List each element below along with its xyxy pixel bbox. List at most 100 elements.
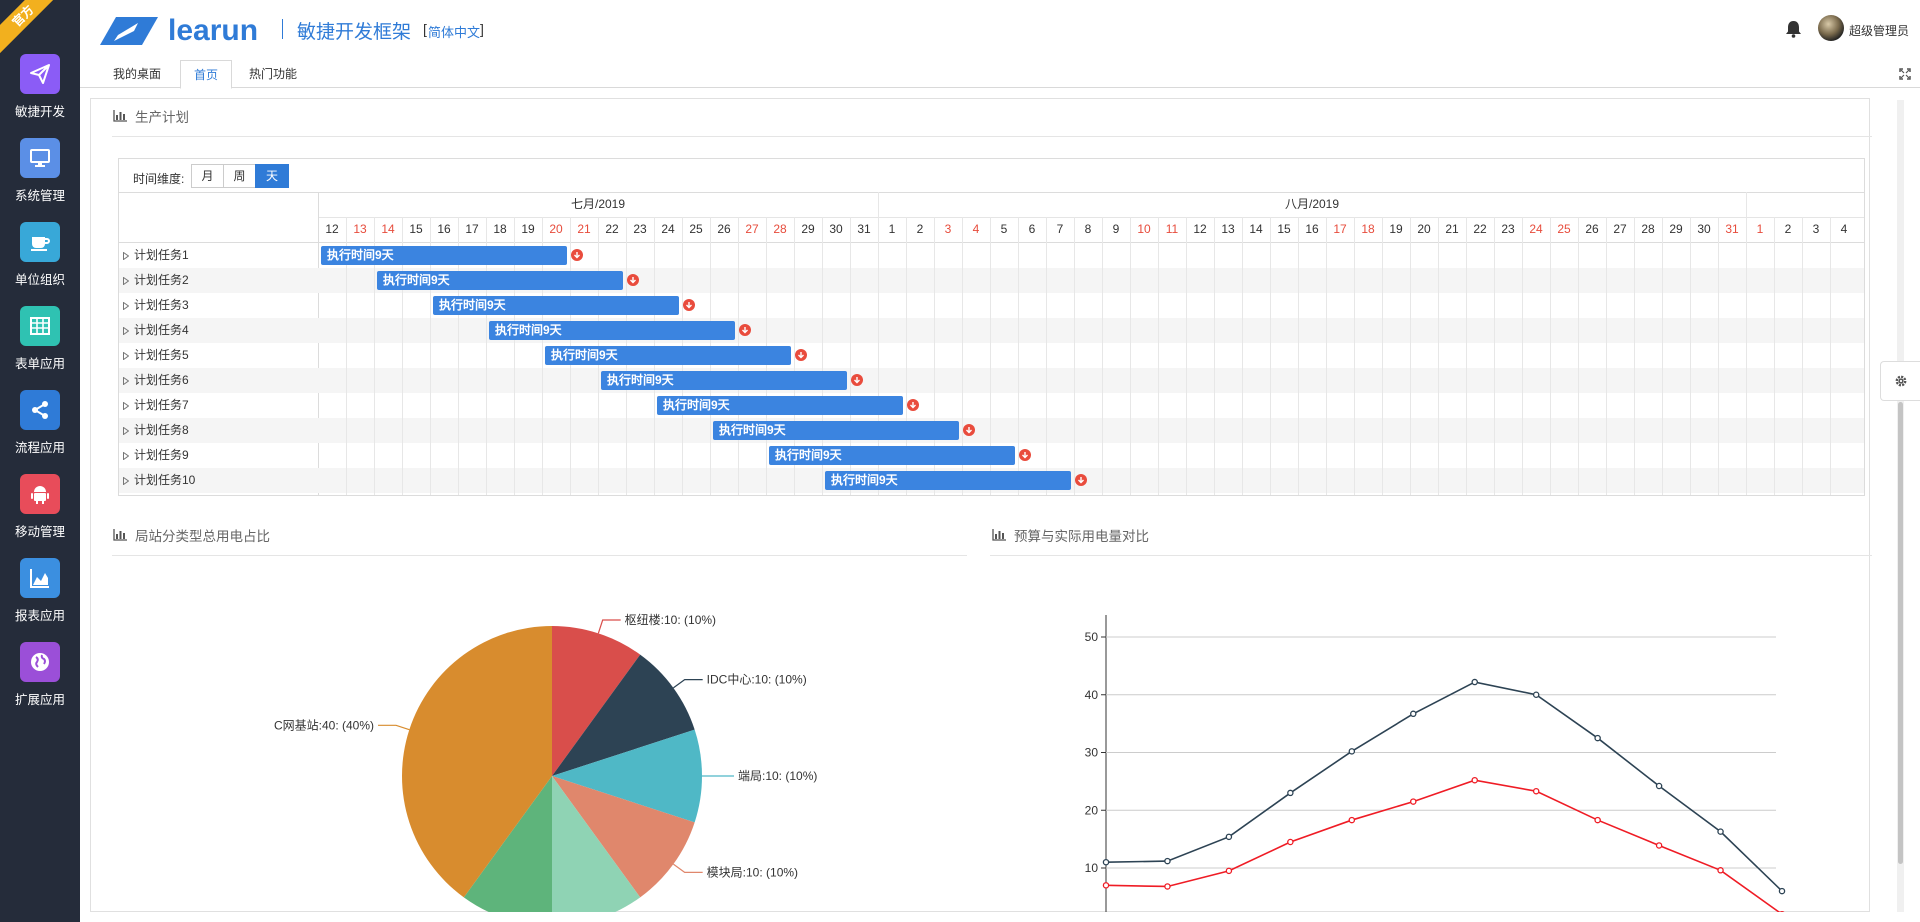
pie-slice[interactable] [402, 626, 552, 898]
task-bar[interactable]: 执行时间9天 [489, 321, 735, 340]
day-gridline [934, 217, 935, 495]
pie-slice[interactable] [552, 626, 641, 776]
day-label: 19 [1389, 222, 1403, 236]
task-bar[interactable]: 执行时间9天 [825, 471, 1071, 490]
task-tree-item[interactable]: 计划任务1 [123, 243, 189, 268]
deadline-icon[interactable] [739, 324, 751, 336]
scrollbar-thumb[interactable] [1898, 402, 1903, 864]
settings-button[interactable] [1880, 361, 1920, 401]
pie-slice[interactable] [552, 729, 702, 823]
task-tree-item[interactable]: 计划任务3 [123, 293, 189, 318]
deadline-icon[interactable] [1019, 449, 1031, 461]
language-switch[interactable]: 简体中文 [428, 25, 481, 40]
data-point[interactable] [1594, 816, 1601, 824]
deadline-icon[interactable] [851, 374, 863, 386]
task-bar[interactable]: 执行时间9天 [713, 421, 959, 440]
sidebar-item-android[interactable]: 移动管理 [0, 474, 80, 558]
data-point[interactable] [1410, 798, 1417, 805]
bell-icon[interactable] [1785, 20, 1802, 38]
data-point[interactable] [1225, 833, 1233, 841]
sidebar-item-table[interactable]: 表单应用 [0, 306, 80, 390]
task-tree-item[interactable]: 计划任务2 [123, 268, 189, 293]
day-label: 16 [437, 222, 451, 236]
data-point[interactable] [1287, 838, 1294, 846]
task-tree-item[interactable]: 计划任务10 [123, 468, 195, 493]
expand-arrow-icon [123, 251, 129, 260]
deadline-icon[interactable] [963, 424, 975, 436]
power-ratio-header: 局站分类型总用电占比 [113, 525, 270, 545]
data-point[interactable] [1348, 748, 1356, 755]
day-gridline [1550, 217, 1551, 495]
deadline-icon[interactable] [683, 299, 695, 311]
data-point[interactable] [1471, 678, 1478, 686]
day-gridline [1830, 217, 1831, 495]
data-point[interactable] [1348, 816, 1356, 824]
data-point[interactable] [1655, 842, 1663, 849]
deadline-icon[interactable] [907, 399, 919, 411]
pie-slice[interactable] [463, 776, 552, 912]
user-avatar[interactable] [1818, 15, 1844, 41]
task-tree-item[interactable]: 计划任务9 [123, 443, 189, 468]
data-point[interactable] [1287, 789, 1294, 797]
task-bar[interactable]: 执行时间9天 [377, 271, 623, 290]
learun-logo[interactable]: learun [100, 14, 258, 48]
data-point[interactable] [1164, 883, 1171, 890]
task-tree-item[interactable]: 计划任务5 [123, 343, 189, 368]
data-point[interactable] [1225, 867, 1233, 875]
day-label: 4 [972, 222, 980, 236]
task-bar[interactable]: 执行时间9天 [433, 296, 679, 315]
data-point[interactable] [1471, 776, 1478, 784]
task-bar[interactable]: 执行时间9天 [321, 246, 567, 265]
day-gridline [1662, 217, 1663, 495]
task-tree-item[interactable]: 计划任务6 [123, 368, 189, 393]
sidebar-item-monitor[interactable]: 系统管理 [0, 138, 80, 222]
data-point[interactable] [1717, 867, 1724, 874]
task-bar[interactable]: 执行时间9天 [545, 346, 791, 365]
data-point[interactable] [1102, 882, 1110, 889]
task-tree-item[interactable]: 计划任务8 [123, 418, 189, 443]
sidebar-item-share[interactable]: 流程应用 [0, 390, 80, 474]
pie-slice[interactable] [552, 654, 695, 776]
day-gridline [1326, 217, 1327, 495]
deadline-icon[interactable] [795, 349, 807, 361]
y-tick-label: 10 [1085, 861, 1099, 875]
sidebar-item-paper-plane[interactable]: 敏捷开发 [0, 54, 80, 138]
data-point[interactable] [1717, 828, 1724, 835]
dim-month-button[interactable]: 月 [191, 164, 224, 188]
deadline-icon[interactable] [571, 249, 583, 261]
data-point[interactable] [1532, 787, 1540, 795]
data-point[interactable] [1102, 858, 1110, 866]
data-point[interactable] [1164, 857, 1171, 865]
dim-day-button[interactable]: 天 [255, 164, 289, 188]
pie-slice[interactable] [552, 776, 641, 912]
task-name: 计划任务9 [134, 448, 189, 462]
deadline-icon[interactable] [1075, 474, 1087, 486]
deadline-icon[interactable] [627, 274, 639, 286]
sidebar-item-globe[interactable]: 扩展应用 [0, 642, 80, 726]
budget-compare-header: 预算与实际用电量对比 [992, 525, 1149, 545]
data-point[interactable] [1410, 710, 1417, 718]
tab-my-desktop[interactable]: 我的桌面 [113, 67, 162, 81]
task-tree-item[interactable]: 计划任务4 [123, 318, 189, 343]
task-bar[interactable]: 执行时间9天 [601, 371, 847, 390]
pie-chart: 枢纽楼:10: (10%) IDC中心:10: (10%) 端局:10: (10%)… [274, 612, 817, 912]
day-label: 23 [1501, 222, 1515, 236]
data-point[interactable] [1594, 734, 1601, 742]
user-name[interactable]: 超级管理员 [1849, 24, 1910, 38]
expand-arrow-icon [123, 326, 129, 335]
task-bar[interactable]: 执行时间9天 [769, 446, 1015, 465]
pie-slice[interactable] [552, 776, 695, 898]
data-point[interactable] [1532, 691, 1540, 699]
tab-home[interactable]: 首页 [180, 60, 233, 89]
sidebar-item-coffee[interactable]: 单位组织 [0, 222, 80, 306]
dim-week-button[interactable]: 周 [223, 164, 256, 188]
tab-hot-features[interactable]: 热门功能 [249, 67, 298, 81]
data-point[interactable] [1655, 782, 1663, 790]
data-point[interactable] [1778, 887, 1786, 895]
expand-arrow-icon [123, 476, 129, 485]
task-bar[interactable]: 执行时间9天 [657, 396, 903, 415]
sidebar-item-area-chart[interactable]: 报表应用 [0, 558, 80, 642]
task-tree-item[interactable]: 计划任务7 [123, 393, 189, 418]
fullscreen-icon[interactable] [1899, 68, 1911, 80]
day-gridline [374, 217, 375, 495]
